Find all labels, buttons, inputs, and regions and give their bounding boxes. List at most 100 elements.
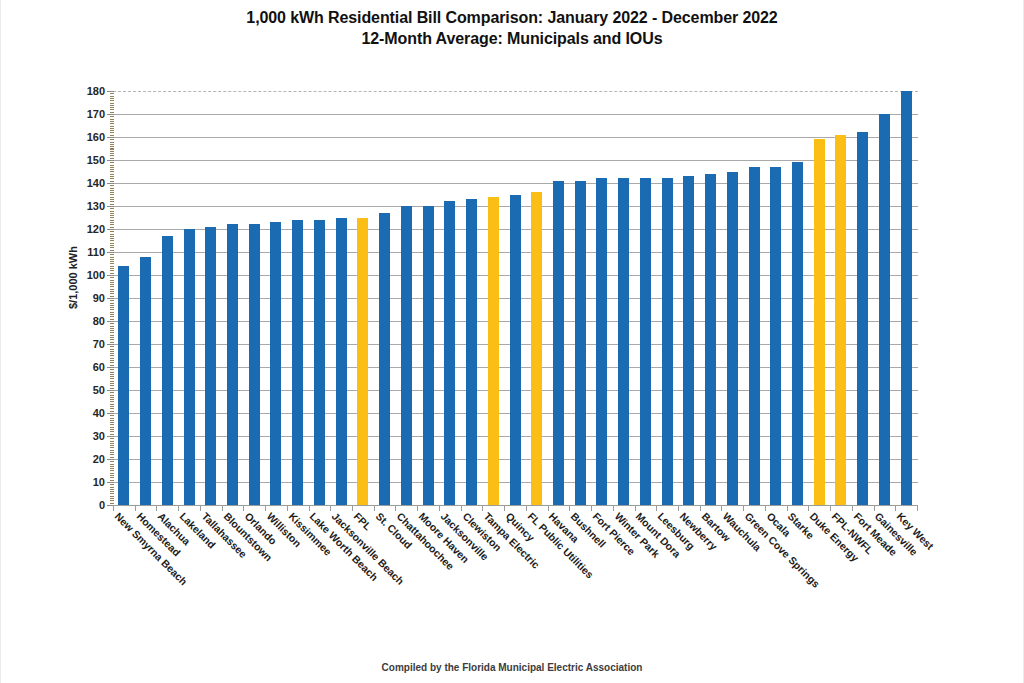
bar-st-cloud <box>379 213 390 505</box>
y-major-tick <box>107 275 113 276</box>
bar-tallahassee <box>205 227 216 505</box>
y-tick-label: 170 <box>71 107 105 121</box>
x-axis-tick <box>330 506 331 511</box>
y-tick-label: 130 <box>71 199 105 213</box>
y-major-tick <box>107 482 113 483</box>
bar-homestead <box>140 257 151 505</box>
bar-clewiston <box>466 199 477 505</box>
x-axis-tick <box>591 506 592 511</box>
y-major-tick <box>107 252 113 253</box>
bar-gainesville <box>879 114 890 505</box>
y-major-tick <box>107 160 113 161</box>
bar-quincy <box>510 195 521 506</box>
y-major-tick <box>107 183 113 184</box>
bar-bartow <box>705 174 716 505</box>
x-axis-tick <box>395 506 396 511</box>
x-axis-tick <box>678 506 679 511</box>
gridline <box>113 137 918 138</box>
bar-fort-pierce <box>596 178 607 505</box>
bar-duke-energy <box>814 139 825 505</box>
x-axis-tick <box>569 506 570 511</box>
x-axis-line <box>113 505 918 506</box>
x-axis-tick <box>200 506 201 511</box>
bar-mount-dora <box>640 178 651 505</box>
bar-fl-public-utilities <box>531 192 542 505</box>
y-major-tick <box>107 367 113 368</box>
bar-wauchula <box>727 172 738 506</box>
x-axis-tick <box>743 506 744 511</box>
bar-leesburg <box>662 178 673 505</box>
y-major-tick <box>107 413 113 414</box>
x-axis-tick <box>374 506 375 511</box>
y-tick-label: 30 <box>71 429 105 443</box>
x-axis-tick <box>656 506 657 511</box>
x-axis-tick <box>439 506 440 511</box>
bar-lakeland <box>184 229 195 505</box>
y-tick-label: 40 <box>71 406 105 420</box>
x-axis-tick <box>178 506 179 511</box>
bar-jacksonville <box>444 201 455 505</box>
bar-kissimmee <box>292 220 303 505</box>
x-axis-tick <box>526 506 527 511</box>
x-axis-tick <box>352 506 353 511</box>
bar-newberry <box>683 176 694 505</box>
bar-starke <box>792 162 803 505</box>
bar-bushnell <box>575 181 586 505</box>
y-tick-label: 150 <box>71 153 105 167</box>
y-major-tick <box>107 321 113 322</box>
gridline <box>113 91 918 92</box>
bar-green-cove-springs <box>749 167 760 505</box>
chart-title: 1,000 kWh Residential Bill Comparison: J… <box>1 7 1023 49</box>
bar-chattahoochee <box>401 206 412 505</box>
y-major-tick <box>107 298 113 299</box>
gridline <box>113 160 918 161</box>
y-major-tick <box>107 91 113 92</box>
x-axis-tick <box>156 506 157 511</box>
y-major-tick <box>107 206 113 207</box>
x-axis-tick <box>808 506 809 511</box>
y-tick-label: 90 <box>71 291 105 305</box>
x-axis-tick <box>895 506 896 511</box>
x-axis-tick <box>504 506 505 511</box>
x-axis-tick <box>222 506 223 511</box>
bar-blountstown <box>227 224 238 505</box>
bar-new-smyrna-beach <box>118 266 129 505</box>
bar-jacksonville-beach <box>336 218 347 506</box>
bar-alachua <box>162 236 173 505</box>
y-tick-label: 120 <box>71 222 105 236</box>
y-major-tick <box>107 137 113 138</box>
x-axis-tick <box>830 506 831 511</box>
x-axis-tick <box>852 506 853 511</box>
y-major-tick <box>107 229 113 230</box>
x-axis-tick <box>548 506 549 511</box>
y-tick-label: 160 <box>71 130 105 144</box>
bar-orlando <box>249 224 260 505</box>
y-major-tick <box>107 459 113 460</box>
bar-williston <box>270 222 281 505</box>
y-tick-label: 80 <box>71 314 105 328</box>
bar-ocala <box>770 167 781 505</box>
y-major-tick <box>107 114 113 115</box>
gridline <box>113 114 918 115</box>
bar-moore-haven <box>423 206 434 505</box>
x-axis-tick <box>461 506 462 511</box>
x-axis-tick <box>721 506 722 511</box>
x-axis-tick <box>265 506 266 511</box>
x-axis-tick <box>135 506 136 511</box>
x-axis-tick <box>417 506 418 511</box>
x-axis-tick <box>765 506 766 511</box>
x-axis-tick <box>635 506 636 511</box>
x-axis-tick <box>613 506 614 511</box>
y-tick-label: 60 <box>71 360 105 374</box>
chart-title-line1: 1,000 kWh Residential Bill Comparison: J… <box>1 7 1023 28</box>
bar-havana <box>553 181 564 505</box>
x-axis-tick <box>700 506 701 511</box>
bar-key-west <box>901 91 912 505</box>
y-tick-label: 110 <box>71 245 105 259</box>
y-tick-label: 20 <box>71 452 105 466</box>
y-tick-label: 180 <box>71 84 105 98</box>
y-tick-label: 140 <box>71 176 105 190</box>
x-axis-tick <box>243 506 244 511</box>
x-axis-tick <box>787 506 788 511</box>
bar-winter-park <box>618 178 629 505</box>
